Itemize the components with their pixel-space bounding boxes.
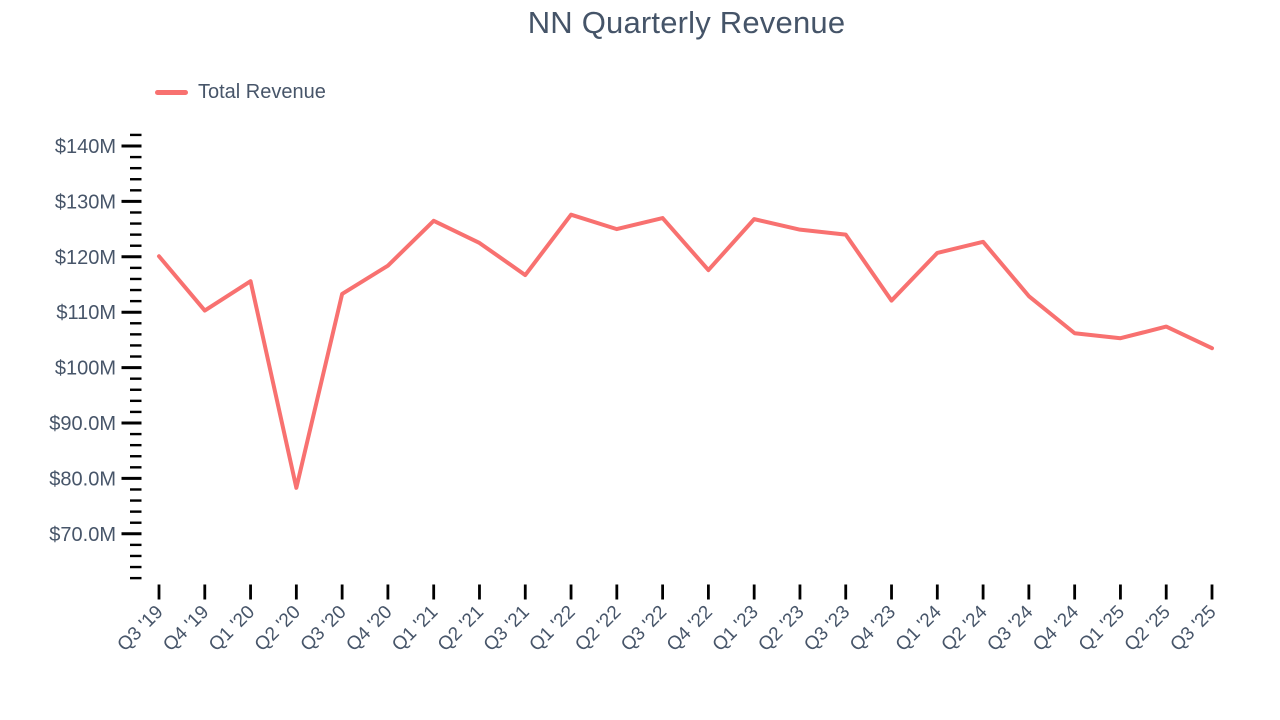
- legend-line-swatch: [155, 89, 188, 95]
- legend-label: Total Revenue: [198, 81, 326, 103]
- x-tick-label: Q2 '21: [434, 602, 488, 656]
- x-tick-label: Q3 '25: [1167, 602, 1221, 656]
- x-tick-label: Q1 '20: [205, 602, 259, 656]
- y-tick-label: $120M: [55, 247, 116, 269]
- x-tick-label: Q2 '24: [938, 601, 992, 655]
- x-tick-label: Q4 '20: [342, 602, 396, 656]
- x-tick-label: Q3 '24: [983, 601, 1037, 655]
- y-tick-label: $130M: [55, 191, 116, 213]
- x-tick-label: Q1 '25: [1075, 602, 1129, 656]
- x-tick-label: Q1 '22: [526, 602, 580, 656]
- x-tick-label: Q3 '19: [114, 602, 168, 656]
- total-revenue-line: [157, 212, 1214, 490]
- x-tick-label: Q1 '24: [892, 601, 946, 655]
- x-tick-label: Q3 '21: [480, 602, 534, 656]
- y-tick-label: $110M: [56, 302, 116, 324]
- y-tick-label: $80.0M: [49, 468, 116, 490]
- x-tick-label: Q3 '22: [617, 602, 671, 656]
- y-tick-label: $70.0M: [49, 524, 116, 546]
- x-tick-label: Q4 '22: [663, 602, 717, 656]
- x-tick-label: Q1 '23: [709, 602, 763, 656]
- x-tick-label: Q3 '20: [297, 602, 351, 656]
- x-tick-label: Q4 '19: [159, 602, 213, 656]
- y-tick-label: $90.0M: [49, 413, 116, 435]
- chart-title: NN Quarterly Revenue: [527, 5, 846, 40]
- x-tick-label: Q2 '25: [1121, 602, 1175, 656]
- legend: Total Revenue: [155, 81, 326, 103]
- x-tick-label: Q4 '23: [846, 602, 900, 656]
- x-tick-label: Q1 '21: [388, 602, 442, 656]
- y-tick-label: $100M: [55, 358, 116, 380]
- x-tick-label: Q2 '22: [571, 602, 625, 656]
- y-tick-label: $140M: [55, 136, 116, 158]
- x-tick-label: Q4 '24: [1029, 601, 1083, 655]
- x-tick-label: Q2 '20: [251, 602, 305, 656]
- x-tick-label: Q3 '23: [800, 602, 854, 656]
- x-tick-label: Q2 '23: [754, 602, 808, 656]
- y-axis: $140M $130M $120M $110M $100M $90.0M $80.0M $70…: [49, 133, 142, 580]
